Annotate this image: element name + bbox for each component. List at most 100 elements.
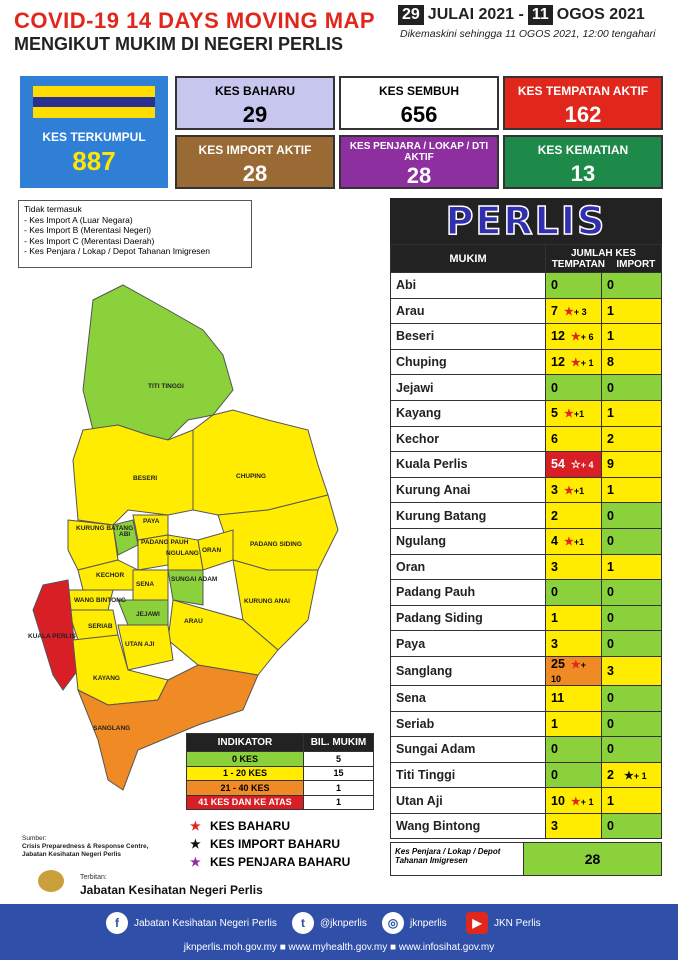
tempatan-value: 7 (551, 303, 558, 318)
source-note: Sumber: Crisis Preparedness & Response C… (22, 835, 148, 859)
tempatan-value: 0 (551, 742, 558, 757)
map-label-beseri: BESERI (133, 475, 157, 482)
date-start-rest: JULAI 2021 - (427, 6, 524, 23)
tempatan-value: 0 (551, 380, 558, 395)
import-value: 0 (607, 278, 614, 293)
tempatan-value: 5 (551, 406, 558, 421)
card-kes-tempatan-aktif: KES TEMPATAN AKTIF 162 (503, 76, 663, 130)
legend-label: 41 KES DAN KE ATAS (186, 794, 304, 810)
instagram-icon: ◎ (382, 912, 404, 934)
region-sanglang (77, 664, 259, 791)
region-utan-aji (117, 624, 174, 671)
penjara-value: 28 (524, 843, 661, 875)
tempatan-cell: 3 (545, 630, 602, 657)
import-cell: 1 (601, 476, 662, 504)
note-title: Tidak termasuk (24, 204, 82, 214)
import-new-count: + 1 (633, 770, 647, 781)
new-case-count: + 1 (580, 796, 594, 807)
card-label: KES PENJARA / LOKAP / DTI AKTIF (349, 141, 489, 163)
twitter-link[interactable]: t @jknperlis (292, 912, 367, 934)
perlis-mukim-map: TITI TINGGI BESERI CHUPING KURUNG BATANG… (28, 284, 339, 791)
mukim-row: Abi 0 0 (390, 272, 662, 299)
mukim-name: Oran (390, 553, 546, 581)
import-cell: 3 (601, 655, 662, 686)
tempatan-value: 0 (551, 278, 558, 293)
map-label-oran: ORAN (202, 547, 221, 554)
tempatan-cell: 3 (545, 553, 602, 581)
map-label-sungai-adam: SUNGAI ADAM (171, 576, 217, 583)
import-cell: 0 (601, 527, 662, 555)
instagram-label: jknperlis (410, 917, 447, 929)
legend-count: 1 (302, 780, 375, 796)
instagram-link[interactable]: ◎ jknperlis (382, 912, 447, 934)
region-sungai-adam (167, 569, 204, 606)
import-value: 1 (607, 303, 614, 318)
new-case-star-icon: ★ (563, 485, 574, 498)
tempatan-cell: 1 (545, 604, 602, 632)
import-cell: 1 (601, 553, 662, 581)
card-value: 28 (406, 163, 432, 188)
youtube-link[interactable]: ▶ JKN Perlis (466, 912, 541, 934)
import-value: 0 (607, 585, 614, 600)
mukim-name: Sena (390, 684, 546, 712)
card-label: KES TERKUMPUL (42, 130, 146, 144)
tempatan-cell: 0 (545, 374, 602, 401)
import-cell: 2 (601, 425, 662, 453)
tempatan-value: 2 (551, 508, 558, 523)
import-value: 3 (607, 663, 614, 678)
card-label: KES TEMPATAN AKTIF (517, 84, 649, 98)
tempatan-cell: 1 (545, 710, 602, 738)
key-kes-baharu: KES BAHARU (210, 819, 291, 833)
facebook-link[interactable]: f Jabatan Kesihatan Negeri Perlis (106, 912, 277, 934)
twitter-label: @jknperlis (320, 917, 367, 929)
new-case-count: +1 (573, 537, 585, 548)
footer-links[interactable]: jknperlis.moh.gov.my ■ www.myhealth.gov.… (183, 942, 495, 953)
new-case-star-icon: ★ (563, 305, 574, 318)
key-kes-penjara-baharu: KES PENJARA BAHARU (210, 855, 351, 869)
mukim-row: Kayang 5 ★+1 1 (390, 399, 662, 427)
mukim-row: Padang Siding 1 0 (390, 604, 662, 632)
tempatan-cell: 0 (545, 272, 602, 299)
mukim-row: Sena 11 0 (390, 684, 662, 712)
date-end-rest: OGOS 2021 (556, 6, 645, 23)
import-cell: 0 (601, 604, 662, 632)
import-value: 0 (607, 742, 614, 757)
card-value: 656 (400, 102, 438, 127)
new-case-star-icon: ☆ (570, 459, 581, 472)
import-cell: 1 (601, 297, 662, 325)
import-value: 1 (607, 559, 614, 574)
tempatan-value: 25 (551, 656, 565, 671)
import-value: 2 (607, 767, 614, 782)
col-jumlah-kes-group: JUMLAH KES TEMPATAN IMPORT (545, 244, 662, 273)
tempatan-cell: 0 (545, 761, 602, 789)
import-value: 1 (607, 329, 614, 344)
card-label: KES BAHARU (214, 84, 295, 98)
mukim-name: Jejawi (390, 374, 546, 401)
mukim-row: Utan Aji 10 ★+ 1 1 (390, 787, 662, 814)
mukim-table: MUKIM JUMLAH KES TEMPATAN IMPORT Abi 0 0 Ara… (390, 244, 662, 840)
import-cell: 1 (601, 399, 662, 427)
col-tempatan: TEMPATAN (551, 258, 606, 270)
tempatan-value: 3 (551, 483, 558, 498)
card-kes-import-aktif: KES IMPORT AKTIF 28 (175, 135, 335, 189)
mukim-row: Kuala Perlis 54 ☆+ 4 9 (390, 451, 662, 478)
tempatan-cell: 6 (545, 425, 602, 453)
source-label: Sumber: (22, 835, 47, 842)
terbitan-label: Terbitan: (80, 874, 107, 881)
mukim-name: Utan Aji (390, 787, 546, 814)
mukim-row: Sanglang 25 ★+ 10 3 (390, 655, 662, 686)
legend-label: 0 KES (186, 751, 304, 767)
card-label: KES IMPORT AKTIF (198, 143, 312, 157)
tempatan-cell: 3 (545, 812, 602, 840)
tempatan-cell: 2 (545, 502, 602, 529)
mukim-name: Kuala Perlis (390, 451, 546, 478)
page-title: COVID-19 14 DAYS MOVING MAP (14, 8, 376, 33)
col-mukim: MUKIM (390, 244, 546, 273)
new-case-star-icon: ★ (570, 795, 581, 808)
legend-count: 5 (302, 751, 375, 767)
map-label-paya: PAYA (143, 518, 160, 525)
perlis-banner: PERLIS (390, 198, 662, 244)
map-label-jejawi: JEJAWI (136, 611, 160, 618)
map-label-kechor: KECHOR (96, 572, 124, 579)
import-cell: 0 (601, 710, 662, 738)
